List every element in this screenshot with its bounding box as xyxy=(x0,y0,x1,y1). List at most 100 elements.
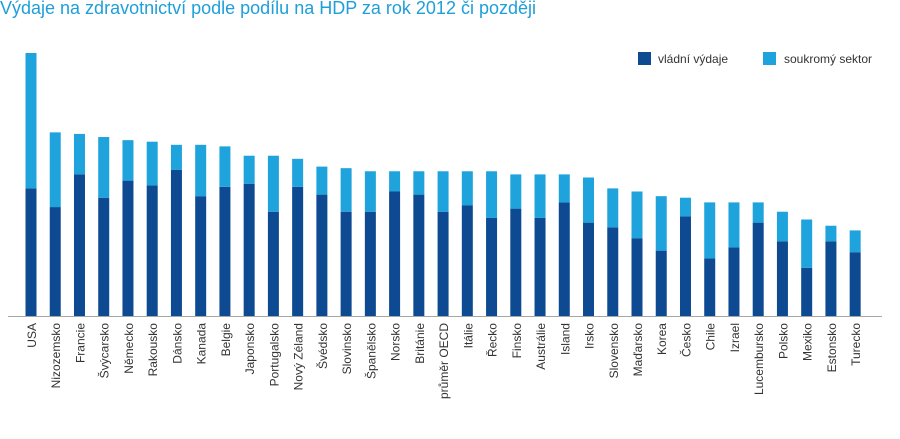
bar-government-24 xyxy=(607,227,619,316)
bar-private-33 xyxy=(825,225,837,242)
bar-government-29 xyxy=(728,247,740,316)
bar-private-29 xyxy=(728,202,740,248)
legend-label-government: vládní výdaje xyxy=(658,52,728,66)
bar-government-15 xyxy=(389,191,401,316)
bar-private-5 xyxy=(146,141,158,186)
bar-government-25 xyxy=(631,238,643,316)
bars xyxy=(25,53,861,316)
chart-title: Výdaje na zdravotnictví podle podílu na … xyxy=(0,0,536,18)
bar-government-9 xyxy=(243,183,255,316)
tick-label-33: Estonsko xyxy=(825,323,839,373)
tick-label-15: Norsko xyxy=(389,323,403,361)
bar-government-11 xyxy=(292,186,304,316)
legend: vládní výdaje soukromý sektor xyxy=(638,52,872,66)
bar-government-10 xyxy=(267,211,279,316)
legend-swatch-government xyxy=(638,52,651,65)
bar-private-4 xyxy=(122,140,134,181)
bar-government-22 xyxy=(558,202,570,316)
bar-private-21 xyxy=(534,174,546,218)
tick-label-12: Švédsko xyxy=(315,323,330,369)
tick-label-8: Belgie xyxy=(219,323,233,357)
bar-government-8 xyxy=(219,186,231,316)
tick-label-23: Irsko xyxy=(583,323,597,349)
bar-government-18 xyxy=(461,205,473,316)
bar-private-18 xyxy=(461,171,473,206)
category-labels: USA Nizozemsko Francie Švýcarsko Německo Rako… xyxy=(25,323,863,399)
bar-government-34 xyxy=(849,252,861,316)
bar-private-19 xyxy=(486,171,498,218)
bar-government-1 xyxy=(49,207,61,316)
tick-label-3: Švýcarsko xyxy=(97,323,112,379)
tick-label-34: Turecko xyxy=(849,323,863,366)
bar-private-25 xyxy=(631,191,643,239)
bar-government-21 xyxy=(534,217,546,316)
bar-private-14 xyxy=(364,171,376,212)
tick-label-13: Slovinsko xyxy=(340,323,354,375)
legend-label-private: soukromý sektor xyxy=(784,52,872,66)
tick-label-10: Portugalsko xyxy=(267,323,281,387)
bar-private-23 xyxy=(583,177,595,223)
bar-government-33 xyxy=(825,241,837,316)
tick-label-4: Německo xyxy=(122,323,136,374)
bar-private-10 xyxy=(267,155,279,212)
tick-label-26: Korea xyxy=(655,323,669,355)
tick-label-20: Finsko xyxy=(510,323,524,359)
bar-private-7 xyxy=(195,144,207,197)
tick-label-0: USA xyxy=(25,323,39,348)
bar-private-34 xyxy=(849,230,861,253)
bar-private-8 xyxy=(219,146,231,187)
bar-private-32 xyxy=(801,219,813,268)
tick-label-7: Kanada xyxy=(195,323,209,365)
tick-label-6: Dánsko xyxy=(170,323,184,364)
bar-private-12 xyxy=(316,166,328,195)
bar-private-20 xyxy=(510,174,522,209)
bar-private-2 xyxy=(73,133,85,175)
bar-private-3 xyxy=(98,137,110,198)
bar-government-6 xyxy=(170,169,182,316)
bar-government-0 xyxy=(25,188,37,316)
bar-government-31 xyxy=(776,241,788,316)
bar-private-0 xyxy=(25,53,37,189)
bar-private-11 xyxy=(292,158,304,187)
bar-government-4 xyxy=(122,180,134,316)
bar-government-12 xyxy=(316,194,328,316)
bar-government-20 xyxy=(510,208,522,316)
tick-label-30: Lucembursko xyxy=(752,323,766,395)
tick-label-5: Rakousko xyxy=(146,323,160,377)
bar-private-9 xyxy=(243,155,255,184)
tick-label-27: Česko xyxy=(678,323,693,357)
bar-government-16 xyxy=(413,194,425,316)
legend-swatch-private xyxy=(763,52,776,65)
bar-government-2 xyxy=(73,174,85,316)
bar-government-32 xyxy=(801,267,813,316)
bar-private-6 xyxy=(170,144,182,170)
tick-label-29: Izrael xyxy=(728,323,742,352)
bar-government-3 xyxy=(98,197,110,316)
bar-government-30 xyxy=(752,222,764,316)
bar-private-28 xyxy=(704,202,716,259)
bar-private-17 xyxy=(437,171,449,212)
bar-government-28 xyxy=(704,258,716,316)
bar-private-15 xyxy=(389,171,401,192)
bar-private-1 xyxy=(49,132,61,208)
bar-private-31 xyxy=(776,211,788,242)
bar-private-13 xyxy=(340,168,352,212)
tick-label-31: Polsko xyxy=(776,323,790,359)
tick-label-18: Itálie xyxy=(461,323,475,349)
bar-government-19 xyxy=(486,217,498,316)
tick-label-21: Austrálie xyxy=(534,323,548,370)
bar-private-27 xyxy=(679,197,691,217)
bar-private-30 xyxy=(752,202,764,223)
bar-government-23 xyxy=(583,222,595,316)
tick-label-17: průměr OECD xyxy=(437,323,451,399)
bar-government-7 xyxy=(195,196,207,316)
tick-label-1: Nizozemsko xyxy=(49,323,63,389)
bar-government-14 xyxy=(364,211,376,316)
tick-label-9: Japonsko xyxy=(243,323,257,375)
bar-private-24 xyxy=(607,188,619,228)
tick-label-32: Mexiko xyxy=(801,323,815,361)
bar-private-22 xyxy=(558,174,570,203)
bar-government-5 xyxy=(146,185,158,316)
tick-label-25: Maďarsko xyxy=(631,323,645,377)
